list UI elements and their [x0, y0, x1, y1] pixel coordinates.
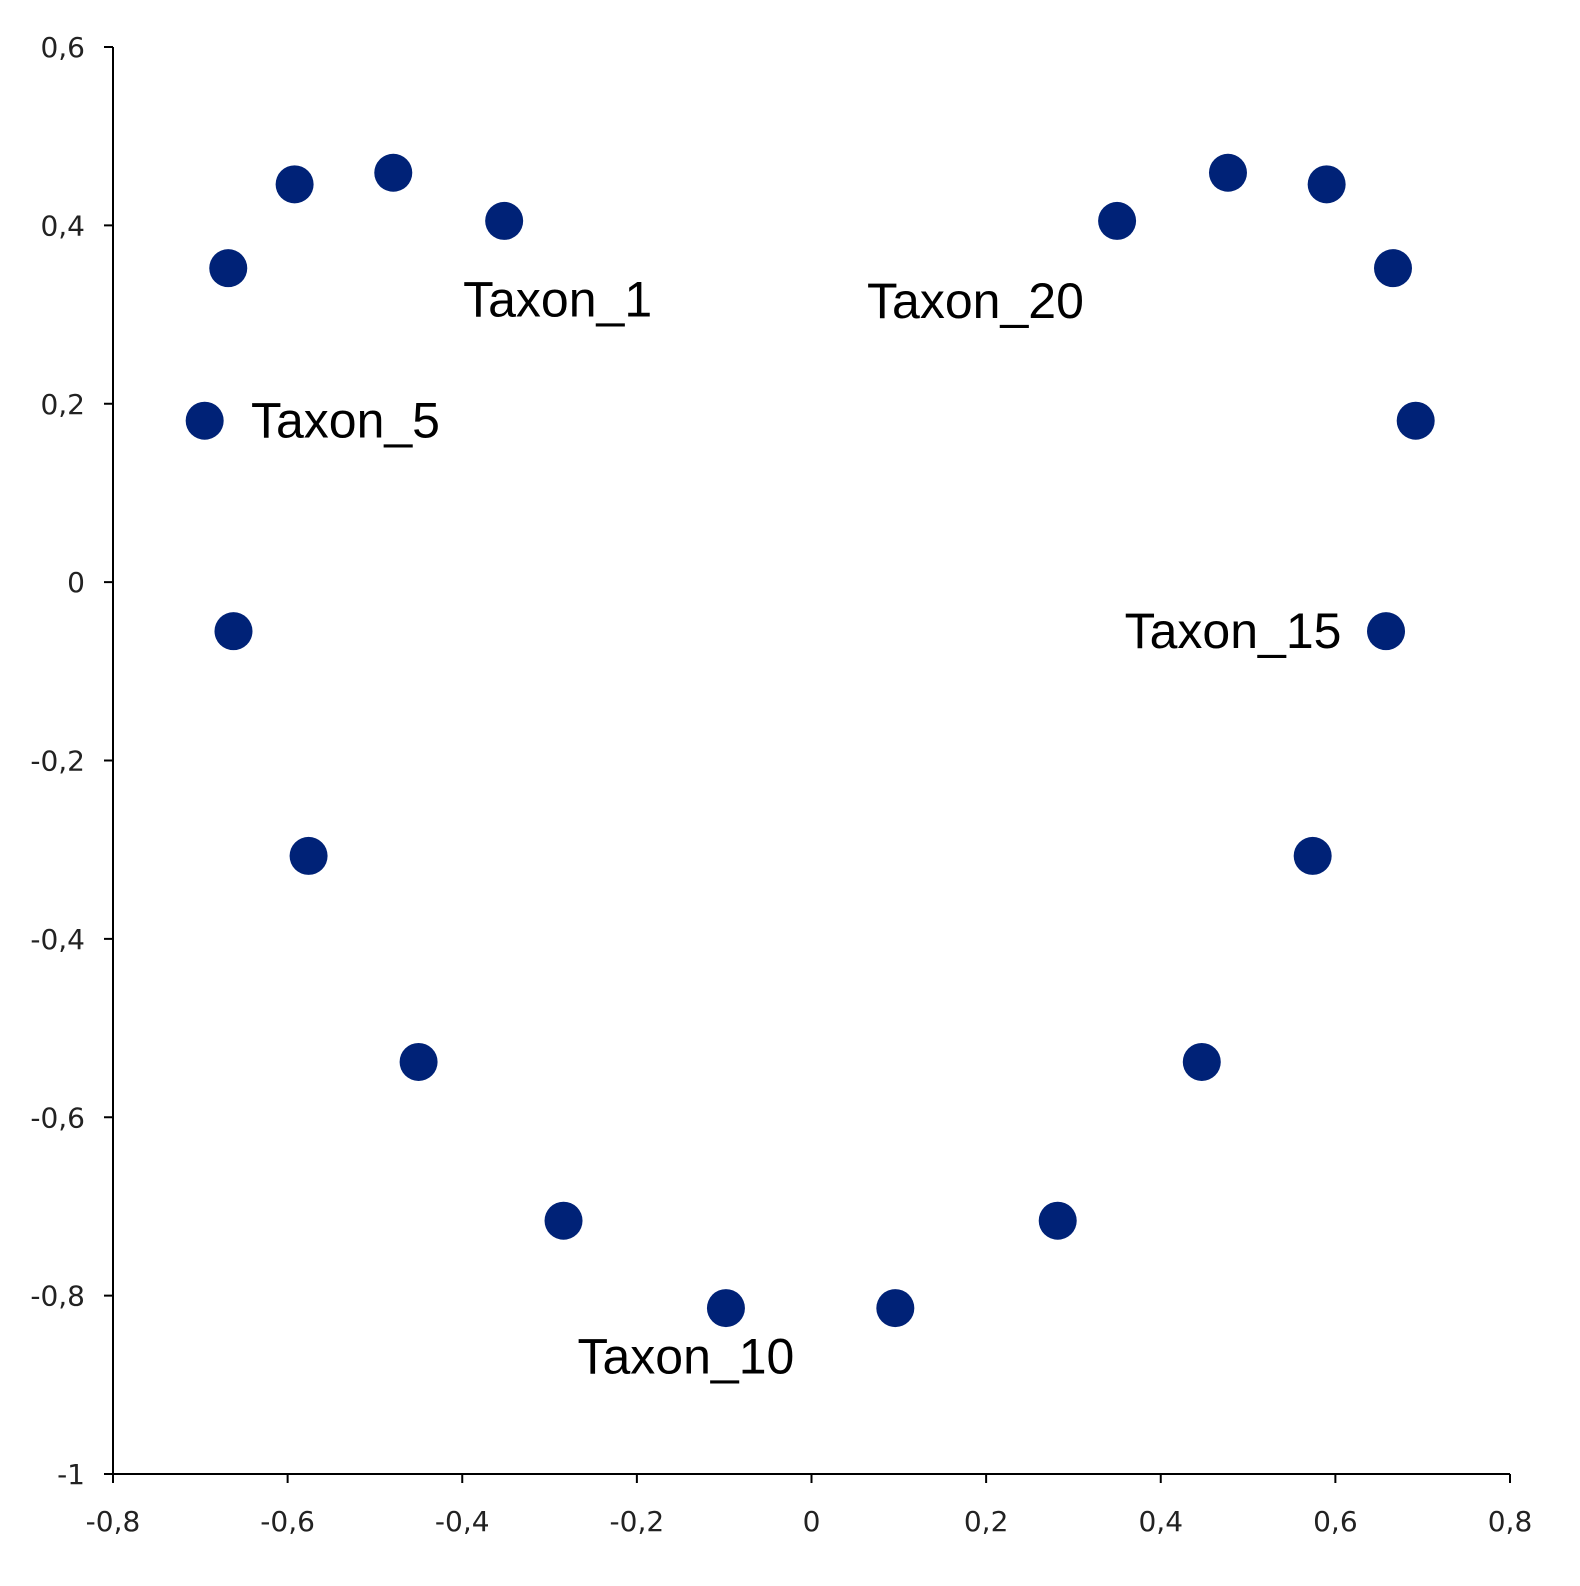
data-point — [1038, 1201, 1077, 1240]
data-point — [1293, 836, 1332, 875]
ticks: -0,8 -0,6 -0,4 -0,2 0 0,2 0,4 0,6 0,8 0,6 0,4 0,2 0 -… — [30, 31, 1532, 1538]
x-tick-label: 0,4 — [1138, 1505, 1183, 1538]
y-tick-label: 0,6 — [40, 31, 85, 64]
data-point — [1098, 201, 1137, 240]
data-point — [1208, 153, 1247, 192]
data-point — [214, 612, 253, 651]
point-label: Taxon_1 — [463, 271, 652, 327]
data-point — [544, 1201, 583, 1240]
data-points — [185, 153, 1435, 1328]
data-point — [399, 1042, 438, 1081]
data-point — [485, 201, 524, 240]
point-label: Taxon_20 — [867, 273, 1084, 329]
y-tick-label: -1 — [57, 1458, 85, 1491]
data-point — [1367, 612, 1406, 651]
y-tick-label: -0,6 — [30, 1101, 85, 1134]
x-tick-label: 0,6 — [1313, 1505, 1358, 1538]
data-point — [706, 1289, 745, 1328]
x-tick-label: -0,6 — [260, 1505, 315, 1538]
data-point — [876, 1289, 915, 1328]
data-point — [1307, 165, 1346, 204]
y-tick-label: 0,4 — [40, 209, 85, 242]
point-label: Taxon_15 — [1125, 603, 1342, 659]
x-tick-label: 0 — [803, 1505, 821, 1538]
x-tick-label: -0,4 — [435, 1505, 490, 1538]
y-tick-label: -0,4 — [30, 923, 85, 956]
data-point — [209, 249, 248, 288]
data-point — [275, 165, 314, 204]
y-tick-label: -0,2 — [30, 745, 85, 778]
axes — [112, 47, 1510, 1475]
point-annotations: Taxon_1 Taxon_5 Taxon_10 Taxon_15 Taxon_20 — [251, 271, 1342, 1384]
data-point — [185, 401, 224, 440]
point-label: Taxon_5 — [251, 393, 440, 449]
data-point — [289, 836, 328, 875]
data-point — [1374, 249, 1413, 288]
data-point — [374, 153, 413, 192]
y-tick-label: 0 — [67, 566, 85, 599]
data-point — [1396, 401, 1435, 440]
point-label: Taxon_10 — [578, 1328, 795, 1384]
data-point — [1182, 1042, 1221, 1081]
x-tick-label: -0,2 — [610, 1505, 665, 1538]
y-tick-label: -0,8 — [30, 1280, 85, 1313]
y-tick-label: 0,2 — [40, 388, 85, 421]
x-tick-label: -0,8 — [86, 1505, 141, 1538]
x-tick-label: 0,2 — [964, 1505, 1009, 1538]
x-tick-label: 0,8 — [1488, 1505, 1533, 1538]
